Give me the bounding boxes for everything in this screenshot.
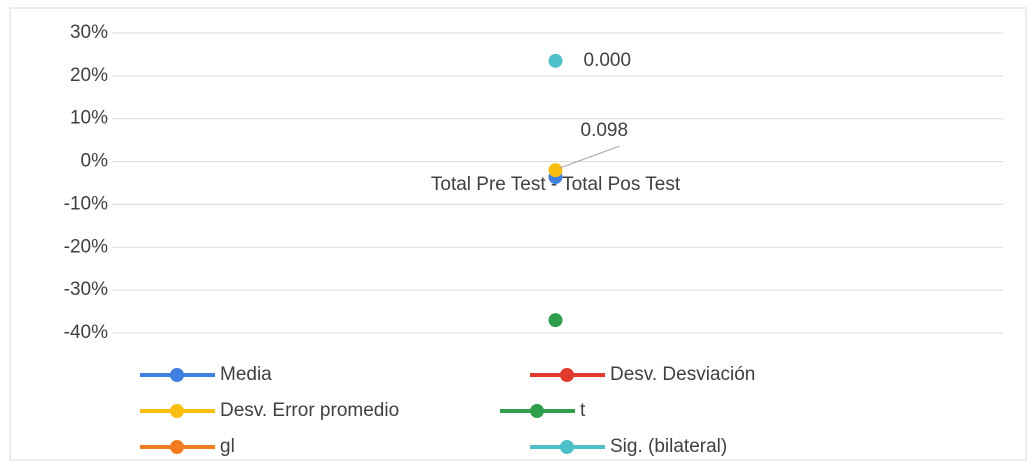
legend-marker (560, 440, 574, 454)
x-category-label: Total Pre Test - Total Pos Test (431, 174, 681, 195)
data-label: 0.098 (581, 120, 629, 141)
point (548, 53, 563, 68)
y-tick-label: 20% (70, 65, 108, 86)
legend-marker (170, 404, 184, 418)
point (548, 163, 563, 178)
legend-marker (530, 404, 544, 418)
legend-marker (170, 440, 184, 454)
legend-label: Desv. Desviación (610, 364, 755, 385)
y-tick-label: -10% (64, 193, 108, 214)
legend-label: Sig. (bilateral) (610, 436, 727, 457)
y-tick-label: -30% (64, 279, 108, 300)
data-label: 0.000 (584, 50, 632, 71)
y-tick-label: -20% (64, 236, 108, 257)
y-tick-label: 0% (81, 151, 109, 172)
y-tick-label: 30% (70, 22, 108, 43)
legend-label: gl (220, 436, 235, 457)
chart-border (9, 7, 1027, 461)
legend-label: Desv. Error promedio (220, 400, 399, 421)
point (548, 313, 563, 328)
legend-label: t (580, 400, 586, 421)
y-tick-label: 10% (70, 108, 108, 129)
legend-marker (170, 368, 184, 382)
legend-label: Media (220, 364, 272, 385)
leader-line (559, 145, 620, 169)
y-tick-label: -40% (64, 322, 108, 343)
legend-marker (560, 368, 574, 382)
